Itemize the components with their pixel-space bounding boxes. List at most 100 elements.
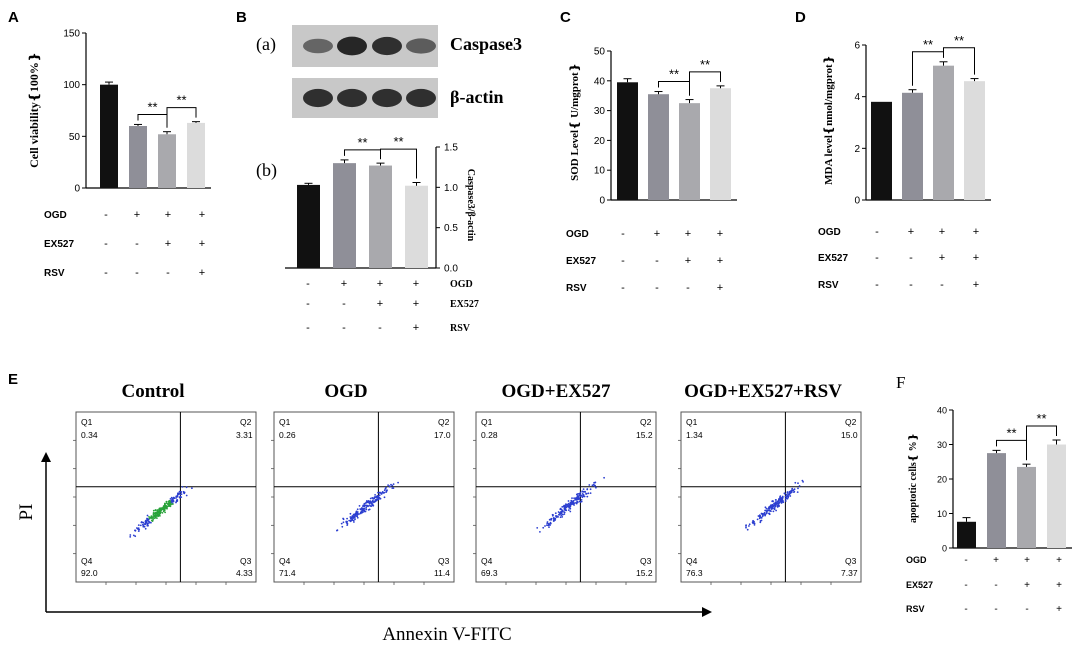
condition-mark: +	[1056, 604, 1062, 615]
event-dot	[580, 500, 583, 503]
event-dot	[578, 498, 580, 501]
event-dot	[391, 484, 394, 487]
condition-mark: +	[165, 209, 171, 221]
event-dot	[151, 520, 154, 522]
event-dot	[569, 507, 572, 510]
blot-sublabel-b: (b)	[256, 160, 277, 181]
event-dot	[745, 525, 747, 527]
event-dot	[132, 534, 135, 537]
event-dot	[759, 516, 762, 519]
condition-mark: -	[306, 278, 310, 290]
event-dot	[762, 513, 764, 516]
event-dot	[134, 535, 137, 538]
event-dot	[586, 495, 589, 498]
event-dot	[156, 512, 159, 514]
quadrant-q3-value: 15.2	[636, 568, 653, 578]
sig-bracket	[380, 148, 417, 179]
event-dot	[758, 514, 761, 517]
event-dot	[565, 503, 567, 506]
y-tick-label: 50	[594, 47, 606, 58]
blot-band	[337, 88, 367, 108]
event-dot	[567, 509, 570, 511]
flow-title-ogd: OGD	[324, 381, 367, 402]
event-dot	[352, 516, 355, 519]
event-dot	[387, 484, 389, 486]
event-dot	[172, 497, 175, 500]
event-dot	[365, 506, 368, 509]
event-dot	[554, 512, 557, 515]
event-dot	[548, 518, 551, 521]
event-dot	[561, 506, 564, 508]
event-dot	[774, 499, 777, 501]
condition-label: OGD	[44, 210, 67, 221]
event-dot	[561, 509, 564, 512]
event-dot	[382, 492, 385, 494]
condition-mark: -	[1025, 604, 1028, 615]
event-dot	[161, 512, 164, 514]
event-dot	[370, 505, 372, 507]
event-dot	[798, 485, 801, 487]
condition-label: EX527	[818, 253, 848, 264]
y-tick-label: 0	[854, 196, 860, 207]
event-dot	[781, 496, 784, 499]
flow-plot-4: Q1 1.34 Q2 15.0 Q4 76.3 Q3 7.37	[678, 411, 862, 585]
event-dot	[346, 523, 349, 525]
condition-label: EX527	[44, 239, 74, 250]
event-dot	[580, 499, 583, 501]
event-dot	[378, 496, 381, 499]
flow-plot-2: Q1 0.26 Q2 17.0 Q4 71.4 Q3 11.4	[271, 411, 455, 585]
condition-mark: +	[939, 226, 945, 238]
event-dot	[753, 520, 755, 523]
event-dot	[165, 502, 168, 504]
event-dot	[586, 488, 589, 490]
flow-plot-frame	[680, 411, 862, 583]
event-dot	[375, 495, 378, 498]
event-dot	[802, 481, 804, 483]
event-dot	[573, 497, 575, 500]
condition-mark: -	[135, 267, 139, 279]
bar-2	[648, 94, 669, 200]
event-dot	[772, 507, 774, 510]
condition-label: RSV	[44, 268, 65, 279]
event-dot	[392, 487, 395, 489]
event-dot	[363, 502, 366, 505]
event-dot	[137, 528, 140, 531]
event-dot	[560, 514, 563, 517]
y-tick-label: 0	[599, 196, 605, 207]
quadrant-q2-value: 3.31	[236, 430, 253, 440]
bar-1	[617, 82, 638, 200]
event-dot	[379, 497, 382, 500]
event-dot	[757, 515, 760, 517]
event-dot	[129, 534, 132, 536]
quadrant-q4-label: Q4	[279, 556, 291, 566]
event-dot	[796, 491, 799, 493]
event-dot	[554, 517, 556, 520]
event-dot	[385, 491, 387, 493]
event-dot	[552, 514, 554, 516]
event-dot	[561, 513, 564, 516]
condition-mark: -	[994, 604, 997, 615]
quadrant-q4-label: Q4	[481, 556, 493, 566]
y-tick-label: 0.5	[444, 223, 458, 234]
event-dot	[794, 481, 797, 484]
event-dot	[369, 497, 372, 500]
bar-1	[957, 521, 976, 548]
event-dot	[579, 493, 581, 496]
event-dot	[575, 501, 577, 504]
blot-strip-caspase3	[292, 25, 438, 67]
event-dot	[359, 508, 362, 511]
event-dot	[772, 504, 775, 507]
quadrant-q3-label: Q3	[240, 556, 252, 566]
event-dot	[775, 509, 777, 512]
condition-mark: -	[342, 322, 346, 334]
event-dot	[560, 511, 562, 513]
condition-mark: -	[875, 279, 879, 291]
event-dot	[588, 484, 591, 486]
condition-mark: -	[166, 267, 170, 279]
panel-letter-c: C	[560, 9, 571, 26]
event-dot	[550, 517, 553, 520]
quadrant-q1-label: Q1	[686, 417, 698, 427]
quadrant-q4-label: Q4	[81, 556, 93, 566]
condition-mark: -	[378, 322, 382, 334]
event-dot	[369, 500, 372, 502]
